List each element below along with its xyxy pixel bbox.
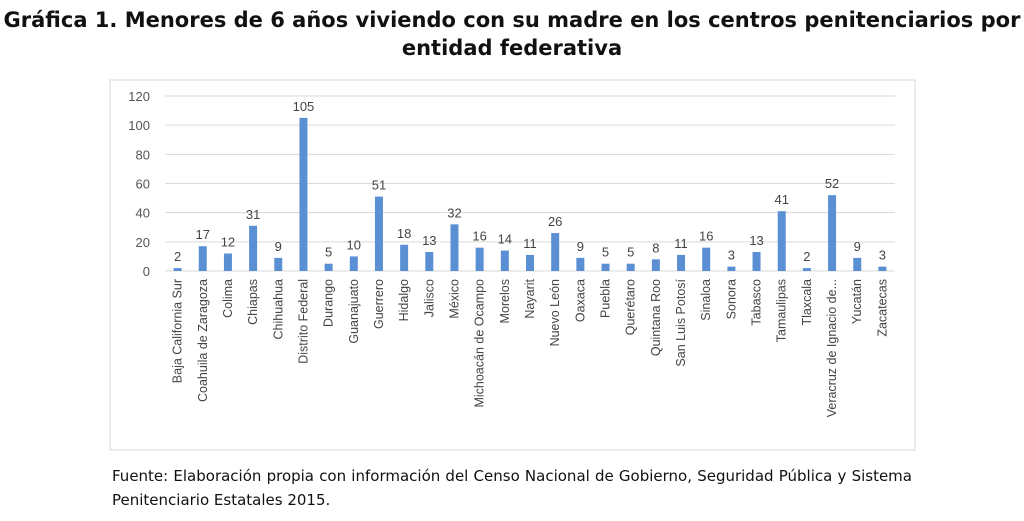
x-tick-label: Baja California Sur: [171, 279, 185, 383]
bar: [626, 263, 635, 271]
x-tick-label: Chihuahua: [271, 279, 285, 340]
data-label: 16: [699, 229, 713, 244]
bar: [828, 195, 837, 271]
data-label: 5: [325, 245, 332, 260]
x-tick-label: Guanajuato: [347, 279, 361, 344]
bar: [702, 247, 711, 271]
data-label: 17: [196, 227, 210, 242]
bar: [425, 252, 434, 271]
y-tick-label: 40: [136, 206, 150, 221]
source-note: Fuente: Elaboración propia con informaci…: [112, 467, 912, 509]
bar: [677, 254, 686, 271]
bar: [274, 257, 283, 271]
bar: [752, 252, 761, 271]
y-tick-label: 60: [136, 177, 150, 192]
bar: [777, 211, 786, 271]
data-label: 52: [825, 176, 839, 191]
bar: [450, 224, 459, 271]
bar: [324, 263, 333, 271]
bar: [802, 268, 811, 271]
data-label: 3: [879, 248, 886, 263]
data-label: 3: [728, 248, 735, 263]
data-label: 32: [447, 205, 461, 220]
data-label: 5: [627, 245, 634, 260]
x-tick-label: Colima: [221, 279, 235, 318]
y-tick-label: 80: [136, 147, 150, 162]
x-tick-label: Morelos: [498, 279, 512, 323]
x-tick-label: Michoacán de Ocampo: [473, 279, 487, 408]
chart-frame: [109, 79, 916, 451]
bar: [551, 233, 560, 271]
data-label: 9: [275, 239, 282, 254]
y-tick-label: 0: [143, 264, 150, 279]
bar: [475, 247, 484, 271]
y-tick-label: 20: [136, 235, 150, 250]
data-label: 9: [854, 239, 861, 254]
x-tick-label: Oaxaca: [573, 279, 587, 322]
bar: [299, 117, 308, 271]
data-label: 12: [221, 235, 235, 250]
data-label: 11: [674, 236, 688, 251]
y-tick-label: 120: [128, 89, 150, 104]
x-tick-label: Puebla: [599, 279, 613, 318]
data-label: 41: [774, 192, 788, 207]
data-label: 10: [347, 237, 361, 252]
data-label: 9: [577, 239, 584, 254]
data-label: 16: [472, 229, 486, 244]
x-tick-label: Tabasco: [750, 279, 764, 326]
x-tick-label: Durango: [322, 279, 336, 327]
x-tick-label: Guerrero: [372, 279, 386, 329]
x-tick-label: Sinaloa: [699, 279, 713, 321]
x-tick-label: Quintana Roo: [649, 279, 663, 356]
data-label: 13: [749, 233, 763, 248]
bar: [374, 196, 383, 271]
x-tick-label: Zacatecas: [875, 279, 889, 337]
x-tick-label: Nuevo León: [548, 279, 562, 346]
bar: [500, 250, 509, 271]
bar: [223, 253, 232, 271]
bar: [526, 254, 534, 271]
x-tick-label: Sonora: [724, 279, 738, 319]
data-label: 26: [548, 214, 562, 229]
bar: [249, 225, 258, 271]
x-tick-label: Nayarit: [523, 278, 537, 318]
data-label: 51: [372, 178, 386, 193]
bar: [576, 257, 585, 271]
x-tick-label: Querétaro: [624, 279, 638, 335]
x-tick-label: Hidalgo: [397, 279, 411, 321]
bar: [853, 257, 862, 271]
bar: [601, 263, 610, 271]
x-tick-label: México: [447, 279, 461, 319]
x-tick-label: Veracruz de Ignacio de...: [825, 279, 839, 417]
x-tick-label: Coahuila de Zaragoza: [196, 279, 210, 402]
chart-title: Gráfica 1. Menores de 6 años viviendo co…: [3, 8, 1021, 60]
data-label: 5: [602, 245, 609, 260]
bar: [198, 246, 207, 271]
x-tick-label: Chiapas: [246, 279, 260, 325]
bar: [400, 244, 409, 271]
data-label: 14: [498, 232, 512, 247]
bar: [727, 266, 736, 271]
x-tick-label: San Luis Potosí: [674, 278, 688, 366]
x-tick-label: Jalisco: [422, 279, 436, 317]
data-label: 13: [422, 233, 436, 248]
data-label: 2: [803, 249, 810, 264]
y-tick-label: 100: [128, 118, 150, 133]
x-tick-label: Tamaulipas: [775, 279, 789, 342]
x-tick-label: Distrito Federal: [296, 279, 310, 364]
x-tick-label: Tlaxcala: [800, 279, 814, 326]
bar: [349, 256, 358, 271]
data-label: 2: [174, 249, 181, 264]
data-label: 11: [523, 236, 537, 251]
bar: [173, 268, 182, 271]
data-label: 105: [293, 99, 315, 114]
bar: [651, 259, 660, 271]
data-label: 8: [652, 240, 659, 255]
data-label: 31: [246, 207, 260, 222]
data-label: 18: [397, 226, 411, 241]
bar: [878, 266, 887, 271]
x-tick-label: Yucatán: [850, 279, 864, 324]
